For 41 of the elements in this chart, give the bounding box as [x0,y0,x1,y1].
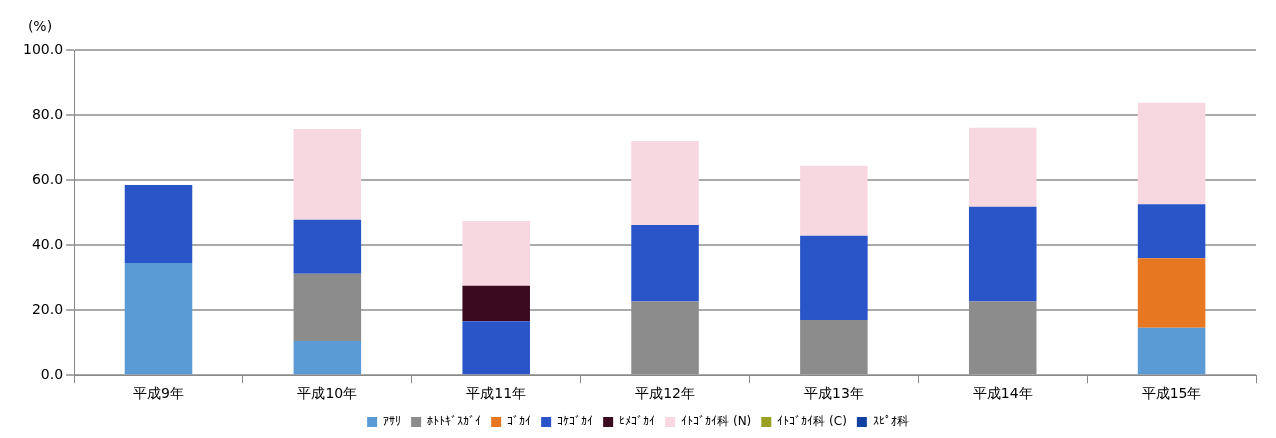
y-tick-label: 100.0 [22,40,64,57]
bar [968,206,1037,302]
bar [293,341,362,375]
x-tick-label: 平成10年 [297,385,358,402]
x-tick-label: 平成9年 [133,385,184,402]
y-tick-label: 0.0 [40,365,64,382]
bar [800,165,868,236]
bar [1137,258,1206,328]
bar [293,273,362,342]
y-tick-label: 40.0 [31,235,64,252]
bar [631,224,699,302]
bar [462,285,530,322]
bar [462,321,530,375]
bar [124,263,193,375]
bar [124,184,193,264]
bar [293,219,362,274]
legend-label: ｲﾄｺﾞｶｲ科 (C) [777,414,847,429]
legend-label: ｺｹｺﾞｶｲ [557,414,594,429]
y-tick-label: 20.0 [31,300,64,317]
legend-label: ｲﾄｺﾞｶｲ科 (N) [681,414,752,429]
legend-label: ｺﾞｶｲ [507,414,532,429]
bar [631,141,699,225]
bar [1137,327,1206,375]
bar [1137,102,1206,205]
y-axis-title: (%) [27,17,53,34]
bar [1137,204,1206,259]
legend-label: ｱｻﾘ [383,414,402,429]
x-tick-label: 平成11年 [466,385,527,402]
y-tick-label: 60.0 [31,170,64,187]
x-tick-label: 平成14年 [972,385,1033,402]
x-tick-label: 平成13年 [803,385,864,402]
legend-label: ﾎﾄﾄｷﾞｽｶﾞｲ [427,414,482,429]
legend-label: ｽﾋﾟｵ科 [872,414,909,429]
bar [968,127,1037,207]
bar [293,129,362,220]
bar [462,221,530,286]
bar [800,235,868,320]
x-tick-label: 平成15年 [1141,385,1202,402]
legend-label: ﾋﾒｺﾞｶｲ [619,414,656,429]
y-tick-label: 80.0 [31,105,64,122]
x-tick-label: 平成12年 [635,385,695,402]
